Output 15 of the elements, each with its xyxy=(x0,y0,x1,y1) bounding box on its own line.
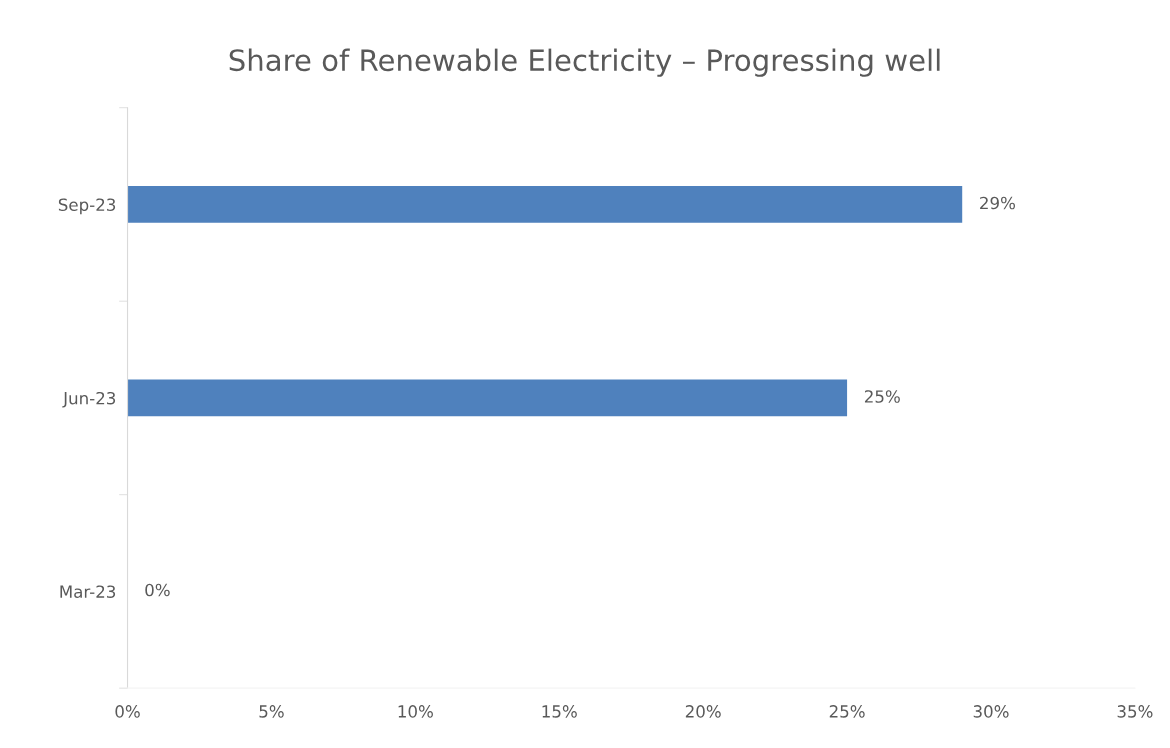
y-tick-label: Mar-23 xyxy=(60,585,116,598)
chart-title: Share of Renewable Electricity – Progressing well xyxy=(229,48,940,77)
x-tick-label: 30% xyxy=(973,705,1009,718)
data-label: 0% xyxy=(145,583,170,597)
x-tick-label: 5% xyxy=(259,705,284,718)
x-tick-label: 10% xyxy=(398,705,433,718)
x-tick-label: 20% xyxy=(685,705,721,718)
x-tick-label: 25% xyxy=(829,705,865,718)
x-tick-label: 15% xyxy=(542,705,577,718)
y-tick-label: Jun-23 xyxy=(62,391,116,408)
data-label: 25% xyxy=(864,390,900,403)
x-tick-label: 35% xyxy=(1117,705,1153,718)
data-label: 29% xyxy=(980,196,1015,210)
y-tick-label: Sep-23 xyxy=(58,198,116,215)
x-tick-label: 0% xyxy=(115,705,140,718)
